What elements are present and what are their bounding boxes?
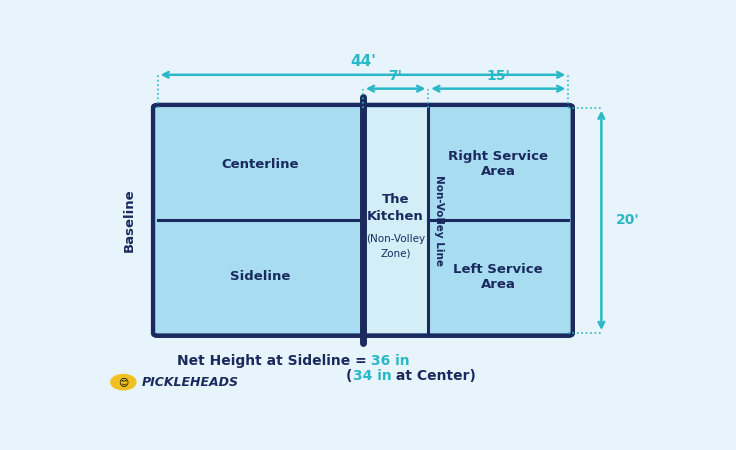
Text: 😊: 😊 bbox=[118, 377, 129, 387]
FancyBboxPatch shape bbox=[153, 105, 573, 336]
Text: The: The bbox=[382, 193, 409, 206]
Text: Sideline: Sideline bbox=[230, 270, 291, 283]
Text: 7': 7' bbox=[389, 69, 403, 83]
Circle shape bbox=[111, 374, 136, 390]
Text: PICKLEHEADS: PICKLEHEADS bbox=[142, 376, 239, 389]
Text: Net Height at Sideline =: Net Height at Sideline = bbox=[177, 354, 372, 368]
Text: 36 in: 36 in bbox=[372, 354, 410, 368]
Text: 34 in: 34 in bbox=[353, 369, 392, 383]
Text: Kitchen: Kitchen bbox=[367, 210, 424, 223]
Bar bbox=[363, 108, 428, 333]
Text: (: ( bbox=[346, 369, 353, 383]
Text: Non-Volley Line: Non-Volley Line bbox=[434, 175, 444, 266]
Text: at Center): at Center) bbox=[392, 369, 476, 383]
Text: Zone): Zone) bbox=[381, 248, 411, 258]
Text: 15': 15' bbox=[486, 69, 510, 83]
Text: 20': 20' bbox=[615, 213, 640, 227]
Text: Left Service
Area: Left Service Area bbox=[453, 263, 543, 291]
Text: (Non-Volley: (Non-Volley bbox=[366, 234, 425, 244]
Text: Right Service
Area: Right Service Area bbox=[448, 150, 548, 178]
Text: Baseline: Baseline bbox=[123, 189, 135, 252]
Text: Centerline: Centerline bbox=[222, 158, 299, 171]
Text: 44': 44' bbox=[350, 54, 376, 68]
